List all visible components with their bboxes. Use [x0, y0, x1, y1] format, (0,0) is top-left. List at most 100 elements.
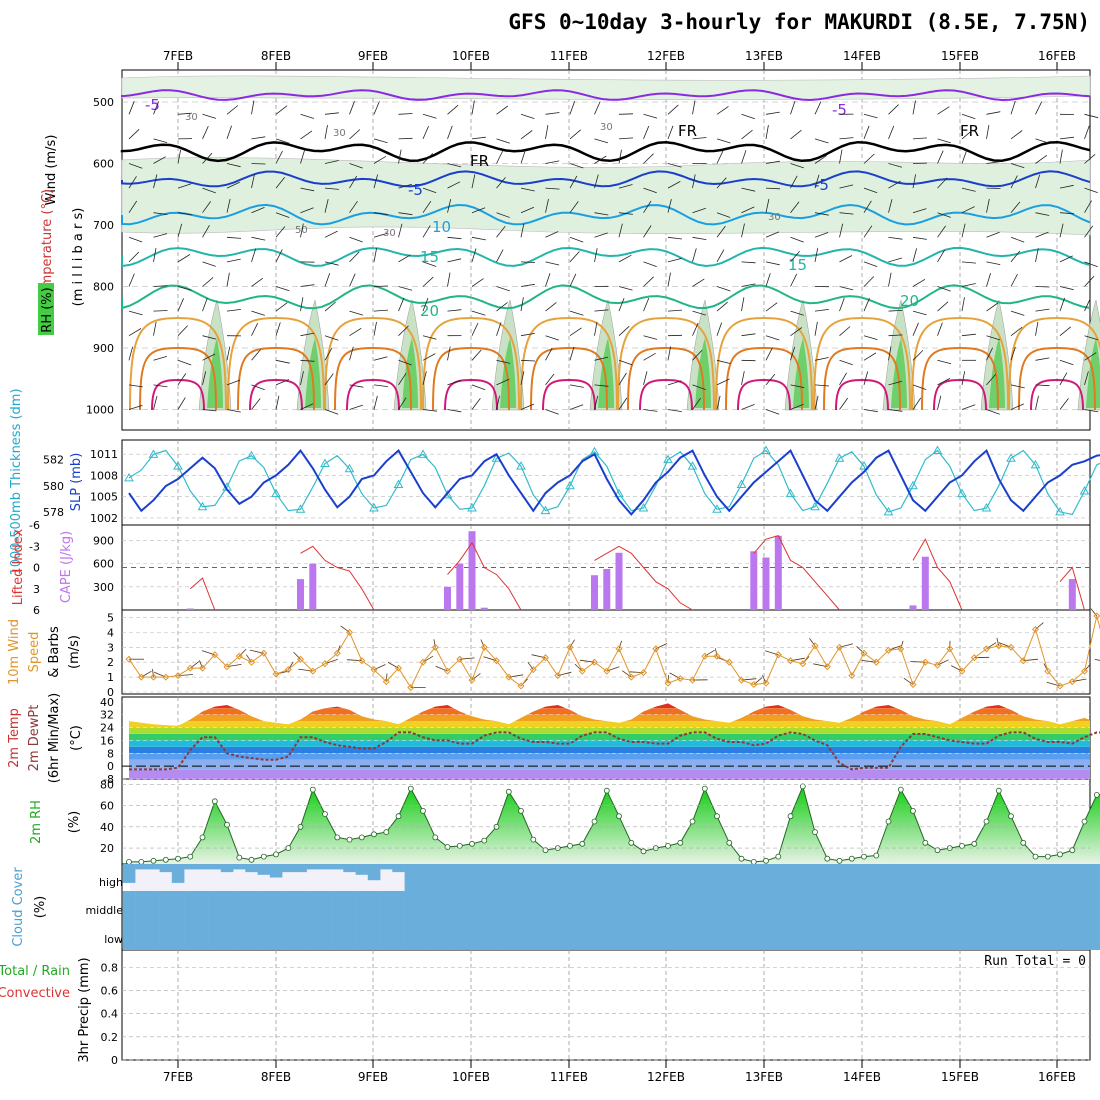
- wind-barb: [1010, 250, 1021, 263]
- wind-barb: [618, 325, 630, 336]
- wind-barb: [863, 276, 875, 287]
- wind-barb: [153, 233, 168, 238]
- cloud-bar-middle: [857, 891, 871, 920]
- wind-barb: [888, 257, 903, 263]
- wind-speed-marker: [321, 660, 329, 668]
- wind-barb: [986, 272, 991, 287]
- wind-barb: [1010, 403, 1024, 410]
- cloud-bar-middle: [723, 891, 736, 920]
- rh-marker: [1032, 853, 1039, 860]
- wind-barb: [863, 187, 878, 194]
- wind-barb: [251, 323, 259, 336]
- wind-barb: [569, 251, 580, 263]
- wind-barb: [741, 129, 753, 140]
- wind-barb: [986, 198, 990, 213]
- wind-barb: [398, 183, 413, 189]
- wind-barb: [863, 409, 878, 413]
- cloud-bar-low: [245, 920, 258, 950]
- cloud-bar-middle: [576, 891, 589, 920]
- wind-barb: [545, 409, 559, 415]
- wind-speed-marker: [835, 643, 844, 651]
- isotherm-30-arch: [823, 346, 901, 411]
- cloud-bar-low: [968, 920, 981, 950]
- cloud-level-high: high: [99, 876, 123, 889]
- wind-barb: [520, 371, 525, 385]
- wind-barb: [275, 176, 286, 189]
- cloud-bar-high: [306, 864, 320, 870]
- cloud-bar-middle: [808, 891, 822, 920]
- thickness-marker: [785, 488, 796, 498]
- pressure-tick-label: 600: [93, 158, 114, 171]
- wind-barb: [643, 113, 658, 119]
- wind-barb: [1084, 352, 1097, 361]
- wind-speed-marker: [713, 652, 721, 660]
- cloud-bar-low: [833, 920, 846, 950]
- wind-barb: [324, 273, 331, 287]
- wind-barb-10m: [762, 675, 767, 684]
- wind-tick-label: 0: [107, 686, 114, 699]
- wind-barb: [1035, 357, 1050, 361]
- cloud-bar-middle: [392, 891, 405, 920]
- rh-marker: [738, 855, 745, 862]
- rh-marker: [126, 859, 132, 865]
- wind-barb: [300, 284, 315, 287]
- wind-barb: [912, 310, 927, 316]
- wind-barb: [790, 250, 800, 263]
- isotherm-15: [121, 246, 1091, 268]
- cloud-bar-high: [404, 864, 418, 891]
- wind-barb: [1010, 346, 1016, 361]
- wind-speed-marker: [296, 655, 305, 663]
- wind-barb: [177, 286, 192, 291]
- cloud-bar-middle: [1029, 891, 1042, 920]
- cloud-bar-middle: [343, 891, 356, 920]
- wind-barb: [692, 100, 696, 115]
- cloud-bar-low: [1017, 920, 1030, 950]
- wind-barb: [716, 177, 727, 189]
- cloud-bar-middle: [870, 891, 883, 920]
- wind-barb: [202, 353, 216, 361]
- wind-barb: [251, 349, 261, 361]
- date-label-bottom: 11FEB: [550, 1070, 588, 1084]
- cloud-bar-middle: [1078, 891, 1091, 920]
- wind-barb: [349, 101, 355, 115]
- wind-barb: [1084, 125, 1090, 140]
- cape-bar: [309, 563, 317, 610]
- wind-speed-marker: [517, 682, 525, 690]
- wind-speed-marker: [615, 645, 623, 653]
- lifted-index-tick-label: -3: [29, 540, 40, 553]
- wind-barb: [447, 309, 462, 312]
- wind-barb: [790, 100, 796, 115]
- wind-barb: [888, 272, 892, 287]
- wind-speed-marker: [382, 678, 390, 686]
- rh-marker: [395, 813, 402, 820]
- wind-barb: [741, 283, 756, 287]
- wind-barb: [839, 255, 853, 263]
- rh-marker: [591, 818, 598, 825]
- wind-barb: [594, 212, 609, 216]
- wind-barb: [1084, 335, 1099, 341]
- cloud-bar-low: [220, 920, 234, 950]
- wind-barb: [275, 395, 280, 410]
- wind-speed-marker: [223, 663, 231, 671]
- rh-marker: [763, 857, 769, 864]
- wind-barb: [128, 405, 143, 410]
- rh-tick-label: 20: [100, 842, 114, 855]
- wind-barb: [520, 333, 535, 337]
- wind-barb: [667, 272, 671, 287]
- cloud-bar-middle: [355, 891, 369, 920]
- wind-barb: [741, 333, 756, 337]
- wind-speed-marker: [394, 664, 403, 672]
- wind-speed-marker: [921, 658, 929, 666]
- wind-barb: [961, 297, 965, 312]
- wind-barb-10m: [715, 648, 718, 657]
- cloud-bar-low: [784, 920, 797, 950]
- thickness-marker: [1055, 506, 1065, 516]
- cloud-bar-high: [1090, 864, 1100, 891]
- wind-barb: [888, 346, 892, 361]
- wind-barb: [398, 397, 407, 410]
- wind-barb: [398, 254, 411, 263]
- cloud-bar-low: [441, 920, 454, 950]
- thickness-marker: [418, 449, 428, 458]
- wind-barb: [667, 104, 679, 115]
- rh-column-core: [598, 338, 614, 408]
